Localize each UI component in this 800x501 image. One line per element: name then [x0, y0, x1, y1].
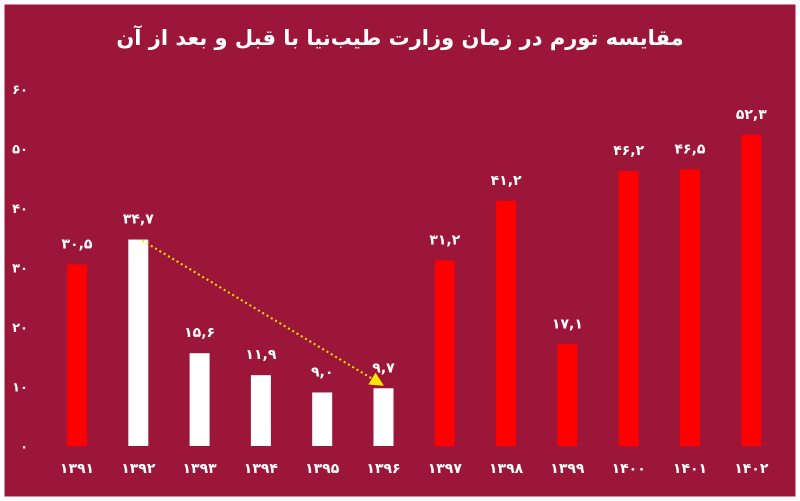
trend-arrow — [141, 239, 384, 386]
bar — [373, 388, 394, 446]
x-tick-label: ۱۳۹۸ — [489, 461, 524, 477]
bar — [189, 353, 210, 446]
x-tick-label: ۱۳۹۳ — [183, 461, 218, 477]
value-label: ۴۶,۲ — [613, 143, 644, 159]
x-tick-label: ۱۳۹۵ — [305, 461, 340, 477]
value-label: ۳۱,۲ — [429, 232, 460, 248]
y-tick-label: ۴۰ — [12, 202, 28, 217]
chart-title: مقایسه تورم در زمان وزارت طیب‌نیا با قبل… — [116, 25, 683, 50]
value-label: ۳۴,۷ — [123, 212, 154, 228]
bar — [67, 264, 87, 446]
bars-group — [67, 134, 762, 447]
y-tick-label: ۲۰ — [12, 321, 28, 336]
value-label: ۴۶,۵ — [675, 141, 706, 157]
value-label: ۱۵,۶ — [184, 325, 215, 341]
y-tick-label: ۱۰ — [12, 381, 28, 396]
x-tick-label: ۱۴۰۰ — [612, 461, 646, 477]
value-label: ۱۷,۱ — [552, 316, 583, 332]
x-tick-label: ۱۳۹۲ — [121, 461, 156, 477]
x-tick-label: ۱۳۹۴ — [244, 461, 279, 477]
bar — [434, 260, 455, 446]
x-tick-label: ۱۴۰۲ — [734, 461, 769, 477]
bar — [680, 169, 700, 446]
value-label: ۳۰,۵ — [62, 237, 93, 253]
y-tick-label: ۳۰ — [12, 262, 28, 277]
x-tick-label: ۱۴۰۱ — [673, 461, 707, 477]
y-tick-label: ۶۰ — [12, 83, 28, 98]
bar — [250, 375, 271, 446]
value-label: ۴۱,۲ — [491, 173, 522, 189]
value-label: ۹,۰ — [311, 364, 333, 380]
y-axis: ۰ ۱۰ ۲۰ ۳۰ ۴۰ ۵۰ ۶۰ — [12, 83, 28, 455]
value-label: ۵۲,۳ — [736, 107, 767, 123]
x-tick-label: ۱۳۹۹ — [550, 461, 585, 477]
bar — [618, 171, 639, 447]
bar — [741, 134, 762, 446]
y-tick-label: ۰ — [20, 440, 28, 455]
x-axis: ۱۳۹۱ ۱۳۹۲ ۱۳۹۳ ۱۳۹۴ ۱۳۹۵ ۱۳۹۶ ۱۳۹۷ ۱۳۹۸ ۱۳۹۹ ۱۴۰۰… — [60, 461, 769, 477]
bar — [128, 239, 149, 446]
bar — [557, 344, 578, 446]
x-tick-label: ۱۳۹۱ — [60, 461, 94, 477]
y-tick-label: ۵۰ — [12, 143, 28, 158]
value-labels-group: ۳۰,۵ ۳۴,۷ ۱۵,۶ ۱۱,۹ ۹,۰ ۹,۷ ۳۱,۲ ۴۱,۲ ۱۷,۱ ۴۶,۲ ۴۶… — [62, 107, 768, 381]
bar — [496, 200, 517, 446]
value-label: ۹,۷ — [372, 360, 395, 376]
x-tick-label: ۱۳۹۶ — [366, 461, 400, 477]
value-label: ۱۱,۹ — [245, 347, 276, 363]
annotation-group — [141, 239, 384, 386]
bar — [312, 392, 333, 446]
x-tick-label: ۱۳۹۷ — [428, 461, 463, 477]
